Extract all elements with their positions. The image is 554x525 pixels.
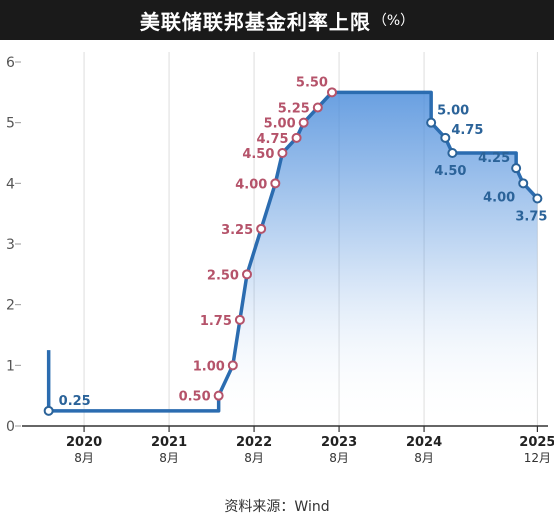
y-tick-label: 6	[6, 55, 15, 71]
data-point	[298, 117, 309, 128]
y-tick-label: 3	[6, 237, 15, 253]
data-label: 5.50	[296, 75, 328, 90]
x-tick-month-label: 8月	[329, 451, 349, 465]
y-tick-label: 5	[6, 116, 15, 132]
data-point	[43, 405, 54, 416]
data-label: 3.75	[515, 210, 547, 225]
y-tick-label: 2	[6, 298, 15, 314]
area-fill	[48, 92, 538, 426]
data-point	[532, 193, 543, 204]
x-tick-month-label: 12月	[524, 451, 551, 465]
data-point	[241, 269, 252, 280]
source-note: 资料来源：Wind	[224, 499, 330, 515]
data-label: 1.00	[193, 359, 225, 374]
chart-title: 美联储联邦基金利率上限	[139, 9, 371, 34]
data-point	[291, 132, 302, 143]
y-tick-label: 0	[6, 419, 15, 435]
data-point	[227, 360, 238, 371]
data-point	[234, 314, 245, 325]
x-tick-year-label: 2024	[406, 435, 442, 450]
data-point	[270, 178, 281, 189]
x-tick-year-label: 2022	[236, 435, 272, 450]
data-point	[326, 87, 337, 98]
data-label: 0.50	[179, 390, 211, 405]
data-label: 4.00	[483, 190, 515, 205]
data-point	[312, 102, 323, 113]
data-point	[213, 390, 224, 401]
title-bar: 美联储联邦基金利率上限 （%）	[0, 0, 554, 40]
x-tick-month-label: 8月	[74, 451, 94, 465]
y-tick-label: 4	[6, 176, 15, 192]
x-tick-month-label: 8月	[159, 451, 179, 465]
x-tick-year-label: 2025	[519, 435, 554, 450]
y-tick-label: 1	[6, 358, 15, 374]
x-tick-month-label: 8月	[244, 451, 264, 465]
data-point	[426, 117, 437, 128]
data-label: 4.50	[434, 164, 466, 179]
x-tick-year-label: 2021	[151, 435, 187, 450]
data-point	[440, 132, 451, 143]
data-label: 5.25	[278, 102, 310, 117]
data-label: 5.00	[437, 104, 469, 119]
data-label: 3.25	[221, 223, 253, 238]
x-tick-year-label: 2020	[66, 435, 102, 450]
data-label: 5.00	[264, 117, 296, 132]
data-point	[277, 148, 288, 158]
data-point	[447, 148, 458, 158]
x-tick-year-label: 2023	[321, 435, 357, 450]
data-label: 4.25	[478, 151, 510, 166]
data-point	[518, 178, 529, 189]
data-label: 0.25	[59, 394, 91, 409]
data-label: 1.75	[200, 314, 232, 329]
data-label: 2.50	[207, 268, 239, 283]
chart-title-unit: （%）	[372, 13, 415, 29]
x-tick-month-label: 8月	[414, 451, 434, 465]
data-point	[256, 223, 267, 234]
data-label: 4.75	[451, 123, 483, 138]
rate-line	[46, 90, 539, 413]
data-point	[511, 163, 522, 174]
data-label: 4.00	[235, 177, 267, 192]
data-label: 4.50	[242, 147, 274, 162]
data-label: 4.75	[256, 132, 288, 147]
